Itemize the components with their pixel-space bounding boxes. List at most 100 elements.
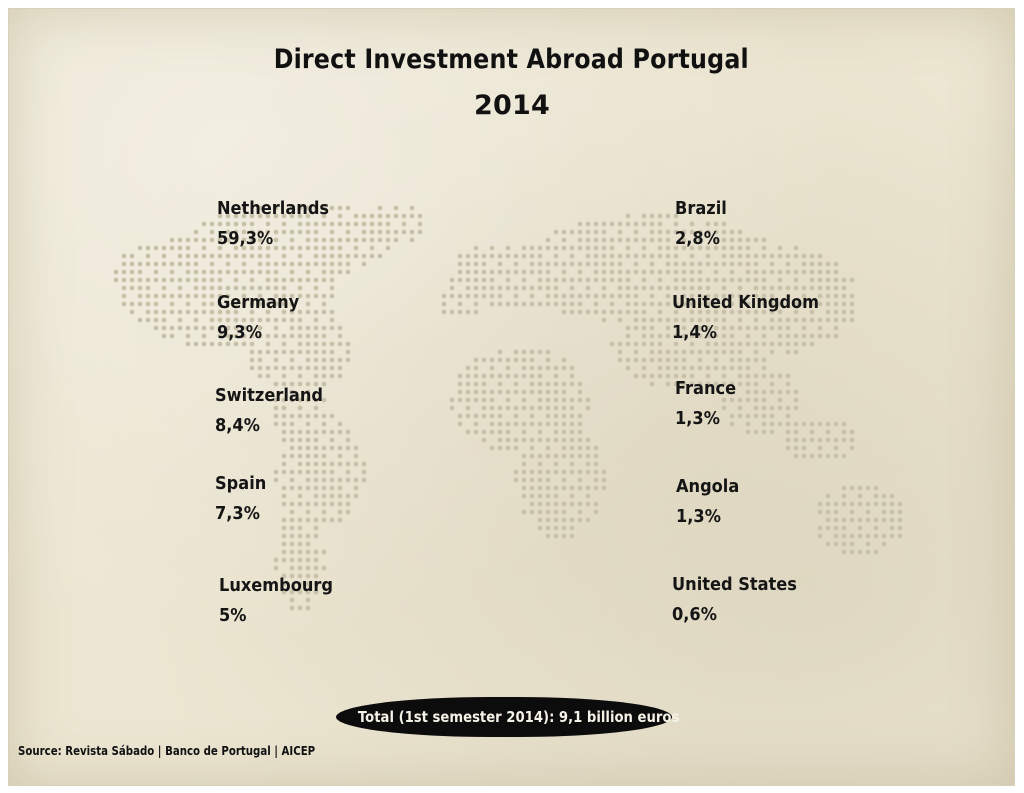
map-dot — [417, 229, 423, 235]
map-dot — [545, 445, 551, 451]
map-dot — [745, 413, 751, 419]
map-dot — [209, 269, 215, 275]
map-dot — [761, 277, 767, 283]
map-dot — [673, 245, 679, 251]
map-dot — [793, 405, 799, 411]
map-dot — [761, 365, 767, 371]
map-dot — [449, 277, 455, 283]
map-dot — [545, 477, 551, 483]
map-dot — [249, 229, 255, 235]
map-dot — [273, 213, 279, 219]
map-dot — [577, 421, 583, 427]
map-dot — [489, 277, 495, 283]
map-dot — [257, 317, 263, 323]
map-dot — [713, 333, 719, 339]
map-dot — [753, 277, 759, 283]
map-dot — [457, 261, 463, 267]
map-dot — [569, 413, 575, 419]
map-dot — [777, 253, 783, 259]
map-dot — [329, 341, 335, 347]
map-dot — [473, 429, 479, 435]
map-dot — [329, 477, 335, 483]
map-dot — [225, 213, 231, 219]
map-dot — [545, 389, 551, 395]
map-dot — [441, 293, 447, 299]
map-dot — [305, 413, 311, 419]
map-dot — [489, 285, 495, 291]
map-dot — [529, 501, 535, 507]
map-dot — [305, 381, 311, 387]
map-dot — [313, 253, 319, 259]
map-dot — [665, 285, 671, 291]
map-dot — [273, 357, 279, 363]
map-dot — [881, 541, 887, 547]
map-dot — [737, 357, 743, 363]
map-dot — [241, 341, 247, 347]
map-dot — [865, 485, 871, 491]
map-dot — [745, 381, 751, 387]
map-dot — [777, 373, 783, 379]
map-dot — [297, 253, 303, 259]
map-dot — [721, 221, 727, 227]
map-dot — [153, 245, 159, 251]
map-dot — [713, 365, 719, 371]
map-dot — [793, 437, 799, 443]
map-dot — [593, 253, 599, 259]
map-dot — [809, 277, 815, 283]
map-dot — [361, 477, 367, 483]
map-dot — [737, 325, 743, 331]
map-dot — [585, 445, 591, 451]
map-dot — [217, 245, 223, 251]
map-dot — [521, 277, 527, 283]
map-dot — [465, 413, 471, 419]
map-dot — [553, 517, 559, 523]
map-dot — [841, 525, 847, 531]
map-dot — [385, 221, 391, 227]
map-dot — [633, 341, 639, 347]
map-dot — [529, 421, 535, 427]
map-dot — [273, 325, 279, 331]
map-dot — [305, 245, 311, 251]
map-dot — [217, 333, 223, 339]
map-dot — [153, 309, 159, 315]
map-dot — [833, 277, 839, 283]
map-dot — [345, 509, 351, 515]
map-dot — [761, 373, 767, 379]
map-dot — [145, 253, 151, 259]
map-dot — [521, 357, 527, 363]
country-name: Germany — [217, 292, 300, 313]
map-dot — [513, 293, 519, 299]
map-dot — [673, 317, 679, 323]
country-name: Netherlands — [217, 198, 330, 219]
country-share: 59,3% — [217, 228, 274, 249]
map-dot — [537, 437, 543, 443]
map-dot — [497, 301, 503, 307]
map-dot — [641, 325, 647, 331]
map-dot — [785, 333, 791, 339]
map-dot — [529, 437, 535, 443]
map-dot — [609, 253, 615, 259]
map-dot — [809, 421, 815, 427]
map-dot — [321, 549, 327, 555]
country-share: 1,3% — [676, 506, 721, 527]
map-dot — [729, 301, 735, 307]
map-dot — [313, 581, 319, 587]
map-dot — [169, 269, 175, 275]
map-dot — [481, 381, 487, 387]
map-dot — [297, 541, 303, 547]
map-dot — [673, 365, 679, 371]
map-dot — [777, 301, 783, 307]
map-dot — [521, 373, 527, 379]
map-dot — [809, 309, 815, 315]
map-dot — [609, 277, 615, 283]
map-dot — [577, 509, 583, 515]
map-dot — [657, 341, 663, 347]
entry-netherlands: Netherlands 59,3% — [217, 198, 342, 250]
map-dot — [465, 365, 471, 371]
map-dot — [225, 237, 231, 243]
map-dot — [593, 221, 599, 227]
map-dot — [713, 237, 719, 243]
map-dot — [777, 333, 783, 339]
map-dot — [689, 245, 695, 251]
map-dot — [313, 461, 319, 467]
